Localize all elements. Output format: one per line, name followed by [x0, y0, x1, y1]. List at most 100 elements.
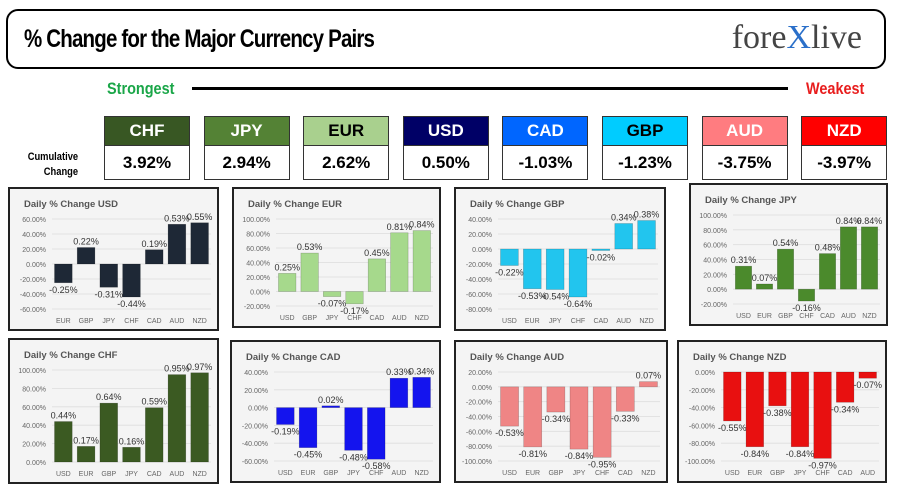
y-tick-label: 60.00%	[246, 246, 270, 253]
y-tick-label: -60.00%	[20, 307, 46, 314]
y-tick-label: 0.00%	[472, 385, 492, 392]
x-tick-label: CAD	[370, 315, 385, 322]
bar-gbp	[321, 405, 340, 408]
bar-jpy	[569, 386, 589, 450]
header-banner: % Change for the Major Currency Pairs fo…	[6, 9, 886, 69]
cumulative-value: -3.75%	[717, 153, 772, 172]
cumulative-value: -1.03%	[518, 153, 573, 172]
bar-chart: Daily % Change GBP-80.00%-60.00%-40.00%-…	[466, 199, 660, 325]
x-tick-label: NZD	[192, 471, 206, 478]
bar-jpy	[99, 263, 118, 288]
chart-panel-aud: Daily % Change AUD -100.00% -80.00% -60.00%…	[454, 340, 668, 483]
y-tick-label: 0.00%	[695, 370, 715, 377]
data-label: -0.02%	[587, 253, 616, 263]
bar-cad	[145, 249, 164, 265]
chart-title: Daily % Change CHF	[24, 350, 118, 361]
y-tick-label: 60.00%	[22, 405, 46, 412]
data-label: 0.95%	[164, 364, 190, 374]
data-label: 0.38%	[634, 210, 660, 220]
cumulative-change-label: Cumulative Change	[27, 151, 79, 178]
x-tick-label: CHF	[815, 470, 829, 477]
x-tick-label: NZD	[641, 470, 655, 477]
y-tick-label: 60.00%	[22, 217, 46, 224]
x-tick-label: GBP	[548, 470, 563, 477]
strongest-label: Strongest	[107, 79, 175, 98]
x-tick-label: USD	[725, 470, 740, 477]
cumulative-value: 3.92%	[122, 153, 172, 172]
x-tick-label: GBP	[79, 318, 94, 325]
x-tick-label: CHF	[595, 470, 609, 477]
y-tick-label: 80.00%	[703, 228, 727, 235]
data-label: -0.34%	[542, 414, 571, 424]
data-label: 0.48%	[815, 243, 841, 253]
chart-title: Daily % Change EUR	[248, 199, 342, 210]
bar-nzd	[412, 230, 431, 292]
data-label: -0.07%	[853, 380, 882, 390]
x-tick-label: NZD	[415, 315, 429, 322]
data-label: -0.81%	[518, 449, 547, 459]
x-tick-label: AUD	[170, 318, 185, 325]
y-tick-label: -40.00%	[20, 292, 46, 299]
bar-jpy	[323, 291, 342, 297]
x-tick-label: USD	[736, 313, 751, 320]
bar-jpy	[344, 407, 363, 451]
x-tick-label: AUD	[860, 470, 875, 477]
bar-nzd	[412, 377, 431, 408]
bar-gbp	[300, 252, 319, 292]
data-label: -0.84%	[741, 449, 770, 459]
bar-eur	[756, 283, 773, 290]
y-tick-label: -40.00%	[242, 441, 268, 448]
x-tick-label: GBP	[778, 313, 793, 320]
bar-chart: Daily % Change JPY -20.00% 0.00% 20.00% 40.0…	[699, 195, 883, 320]
bar-cad	[145, 407, 164, 463]
data-label: 0.33%	[386, 367, 412, 377]
chart-panel-usd: Daily % Change USD -60.00% -40.00% -20.00% 0…	[8, 187, 219, 331]
data-label: -0.16%	[792, 303, 821, 313]
x-tick-label: JPY	[549, 318, 562, 325]
data-label: 0.19%	[141, 239, 167, 249]
x-tick-label: AUD	[841, 313, 856, 320]
bar-chart: Daily % Change NZD -100.00% -80.00% -60.00%…	[685, 352, 882, 477]
chart-panel-eur: Daily % Change EUR -20.00% 0.00% 20.00% 40.0…	[232, 187, 441, 328]
bar-eur	[523, 248, 542, 290]
y-tick-label: 0.00%	[707, 287, 727, 294]
data-label: 0.84%	[857, 216, 883, 226]
data-label: -0.84%	[565, 451, 594, 461]
ranking-box-nzd: NZD -3.97%	[801, 116, 888, 180]
x-tick-label: CAD	[593, 318, 608, 325]
x-tick-label: JPY	[125, 471, 138, 478]
bar-jpy	[790, 371, 810, 448]
y-tick-label: 20.00%	[703, 272, 727, 279]
y-tick-label: 40.00%	[703, 258, 727, 265]
bar-gbp	[99, 402, 118, 463]
data-label: -0.45%	[294, 450, 323, 460]
chart-panel-gbp: Daily % Change GBP -80.00% -60.00% -40.00% -…	[454, 187, 666, 331]
chart-panel-cad: Daily % Change CAD -60.00% -40.00% -20.00% 0…	[230, 340, 441, 483]
bar-jpy	[545, 248, 565, 290]
y-tick-label: -20.00%	[689, 388, 715, 395]
data-label: 0.07%	[636, 371, 662, 381]
bar-chart: Daily % Change EUR -20.00% 0.00% 20.00% 40.0…	[242, 199, 435, 322]
y-tick-label: 100.00%	[18, 368, 46, 375]
x-tick-label: EUR	[525, 470, 540, 477]
x-tick-label: EUR	[747, 470, 762, 477]
data-label: -0.44%	[117, 299, 146, 309]
y-tick-label: -40.00%	[466, 277, 492, 284]
x-tick-label: CAD	[618, 470, 633, 477]
bar-nzd	[190, 222, 209, 265]
cumulative-value: 2.94%	[222, 153, 271, 172]
bar-chart: Daily % Change CHF 0.00% 20.00% 40.00% 60.00…	[18, 350, 212, 478]
y-tick-label: -100.00%	[462, 459, 492, 466]
data-label: 0.17%	[73, 435, 99, 445]
data-label: 0.84%	[409, 220, 435, 230]
x-tick-label: CAD	[820, 313, 835, 320]
bar-usd	[500, 248, 519, 266]
data-label: -0.38%	[763, 408, 792, 418]
currency-label: JPY	[204, 117, 289, 146]
x-tick-label: USD	[280, 315, 295, 322]
x-tick-label: CHF	[347, 315, 361, 322]
data-label: -0.34%	[831, 404, 860, 414]
bar-eur	[523, 386, 543, 448]
x-tick-label: EUR	[79, 471, 94, 478]
data-label: -0.54%	[541, 292, 570, 302]
